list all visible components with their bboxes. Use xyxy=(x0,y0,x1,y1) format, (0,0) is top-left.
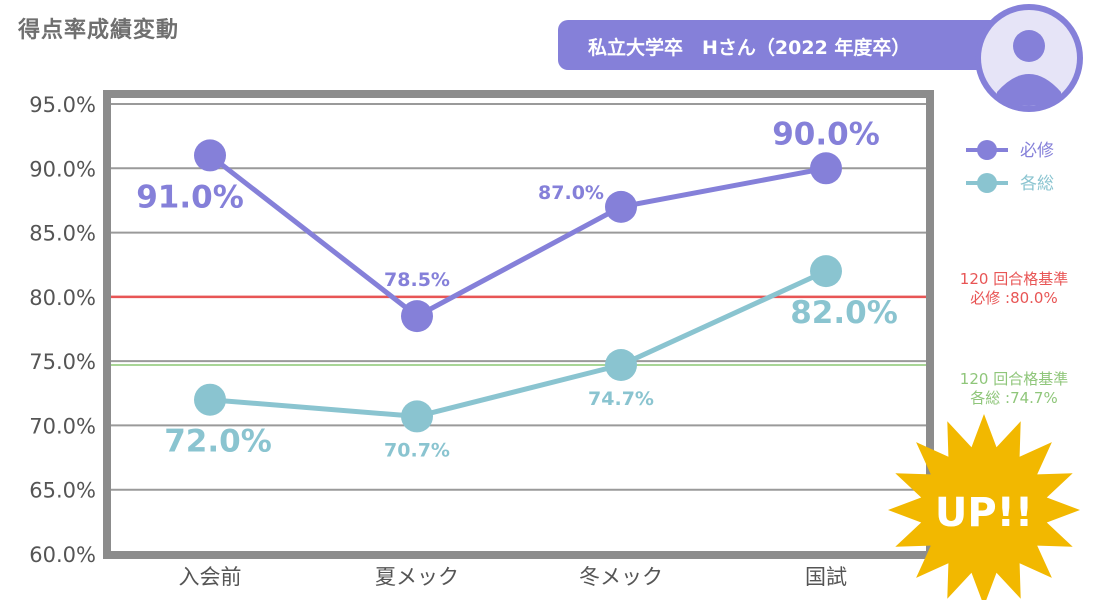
ref-label-kakuso-line2: 各総 :74.7% xyxy=(970,389,1057,407)
data-point-hisshu xyxy=(605,190,637,223)
data-label-hisshu: 78.5% xyxy=(384,269,450,291)
series xyxy=(194,139,842,433)
data-point-kakuso xyxy=(401,400,433,433)
y-tick-label: 90.0% xyxy=(29,157,96,181)
data-point-hisshu xyxy=(194,139,226,172)
y-tick-label: 95.0% xyxy=(29,93,96,117)
data-label-hisshu: 87.0% xyxy=(538,182,604,204)
y-tick-label: 85.0% xyxy=(29,222,96,246)
user-icon xyxy=(981,10,1077,106)
y-tick-label: 65.0% xyxy=(29,479,96,503)
series-line-kakuso xyxy=(209,268,828,419)
x-tick-label: 冬メック xyxy=(579,565,663,589)
legend-marker-kakuso xyxy=(977,173,997,193)
ref-label-hisshu-line1: 120 回合格基準 xyxy=(960,270,1068,288)
y-axis-ticks: 95.0% 90.0% 85.0% 80.0% 75.0% 70.0% 65.0… xyxy=(29,93,96,567)
series-line-hisshu xyxy=(208,153,827,319)
grid-lines xyxy=(107,103,930,491)
page-title: 得点率成績変動 xyxy=(18,18,180,43)
avatar xyxy=(975,4,1083,112)
data-point-kakuso xyxy=(810,255,842,288)
data-label-kakuso: 70.7% xyxy=(384,439,450,461)
legend-label-hisshu: 必修 xyxy=(1020,141,1054,161)
up-burst: UP!! xyxy=(888,414,1080,600)
data-point-hisshu xyxy=(810,152,842,185)
y-tick-label: 80.0% xyxy=(29,286,96,310)
x-tick-label: 夏メック xyxy=(375,565,459,589)
legend-marker-hisshu xyxy=(977,140,997,160)
y-tick-label: 60.0% xyxy=(29,543,96,567)
data-point-kakuso xyxy=(605,349,637,381)
data-point-hisshu xyxy=(401,300,433,333)
data-label-hisshu: 91.0% xyxy=(136,179,244,215)
ref-label-hisshu-line2: 必修 :80.0% xyxy=(970,289,1057,307)
data-label-kakuso: 72.0% xyxy=(164,424,272,460)
legend: 必修 各総 xyxy=(966,140,1054,194)
x-tick-label: 国試 xyxy=(805,565,847,589)
data-label-kakuso: 82.0% xyxy=(790,295,898,331)
subject-label: 私立大学卒 Hさん（2022 年度卒） xyxy=(588,37,911,59)
data-point-kakuso xyxy=(194,383,226,416)
ref-label-kakuso-line1: 120 回合格基準 xyxy=(960,370,1068,388)
burst-shape xyxy=(888,414,1080,600)
subject-banner xyxy=(558,20,1008,70)
y-tick-label: 70.0% xyxy=(29,414,96,438)
legend-label-kakuso: 各総 xyxy=(1020,174,1054,194)
up-annotation: UP!! xyxy=(935,490,1033,536)
data-label-kakuso: 74.7% xyxy=(588,388,654,410)
x-tick-label: 入会前 xyxy=(179,565,242,589)
x-axis-ticks: 入会前 夏メック 冬メック 国試 xyxy=(179,565,848,589)
y-tick-label: 75.0% xyxy=(29,350,96,374)
data-label-hisshu: 90.0% xyxy=(772,116,880,152)
reference-labels: 120 回合格基準 必修 :80.0% 120 回合格基準 各総 :74.7% xyxy=(960,270,1068,407)
data-labels: 91.0% 78.5% 87.0% 90.0% 72.0% 70.7% 74.7… xyxy=(136,116,898,461)
plot-frame xyxy=(103,90,934,559)
reference-lines xyxy=(107,295,930,366)
